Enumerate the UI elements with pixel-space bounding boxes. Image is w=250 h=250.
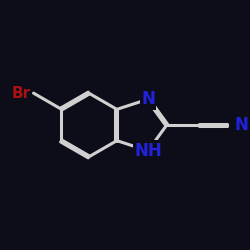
Text: N: N: [141, 90, 155, 108]
Text: Br: Br: [12, 86, 31, 100]
Text: NH: NH: [134, 142, 162, 160]
Text: N: N: [235, 116, 249, 134]
